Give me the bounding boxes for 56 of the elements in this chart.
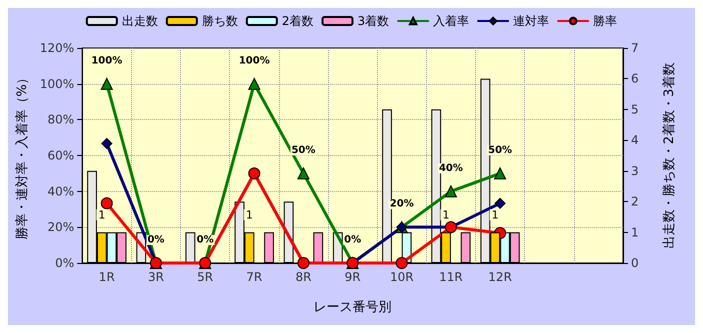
y2-tick-label: 5 (631, 102, 639, 116)
point (100, 78, 113, 90)
data-label: 100% (238, 55, 270, 66)
y2-tick-label: 1 (631, 225, 639, 240)
data-label: 1 (492, 208, 499, 222)
legend-label: 3着数 (358, 14, 390, 28)
data-label: 50% (291, 144, 316, 156)
legend-label: 出走数 (122, 14, 158, 28)
y2-tick-label: 6 (631, 72, 639, 86)
x-tick-label: 7R (246, 270, 262, 284)
y-tick-label: 40% (48, 184, 74, 198)
y-tick-label: 60% (48, 148, 74, 162)
y-tick-label: 0% (55, 256, 74, 270)
point (444, 185, 457, 198)
legend-label: 勝率 (593, 14, 618, 28)
data-label: 50% (488, 144, 512, 156)
point (248, 78, 260, 90)
data-label: 0% (344, 234, 362, 246)
x-tick-label: 8R (295, 270, 312, 284)
x-tick-label: 3R (148, 270, 164, 284)
data-label: 20% (390, 198, 414, 210)
x-tick-label: 5R (197, 270, 214, 284)
y2-tick-label: 3 (631, 164, 639, 178)
data-label: 100% (91, 55, 122, 66)
data-label: 0% (196, 234, 214, 246)
point (100, 197, 113, 210)
y-tick-label: 20% (48, 220, 74, 234)
y2-tick-label: 2 (631, 194, 639, 209)
legend-label: 勝ち数 (202, 14, 238, 28)
x-tick-label: 1R (98, 270, 115, 284)
y2-axis-title: 出走数・勝ち数・2着数・3着数 (661, 62, 677, 248)
y2-tick-label: 0 (631, 256, 639, 270)
y2-tick-label: 7 (631, 41, 639, 55)
point (396, 257, 408, 269)
x-axis-title: レース番号別 (314, 300, 392, 315)
data-label: 40% (438, 162, 463, 174)
y2-tick-label: 4 (631, 133, 639, 148)
data-label: 1 (442, 208, 450, 222)
legend-label: 2着数 (282, 14, 314, 28)
x-tick-label: 9R (344, 270, 361, 284)
point (494, 167, 506, 180)
point (101, 138, 112, 149)
legend-label: 入着率 (433, 14, 470, 28)
data-label: 0% (147, 234, 164, 246)
y-tick-label: 120% (40, 41, 74, 55)
y-tick-label: 80% (48, 112, 74, 127)
x-tick-label: 12R (488, 270, 512, 284)
point (494, 198, 506, 209)
y-axis-title: 勝率・連対率・入着率（%） (14, 71, 30, 240)
y-tick-label: 100% (40, 76, 74, 91)
x-tick-label: 11R (439, 270, 463, 284)
data-label: 1 (98, 208, 106, 222)
legend-label: 連対率 (513, 14, 550, 28)
point (297, 167, 310, 180)
data-label: 1 (246, 208, 253, 222)
x-tick-label: 10R (390, 270, 414, 284)
